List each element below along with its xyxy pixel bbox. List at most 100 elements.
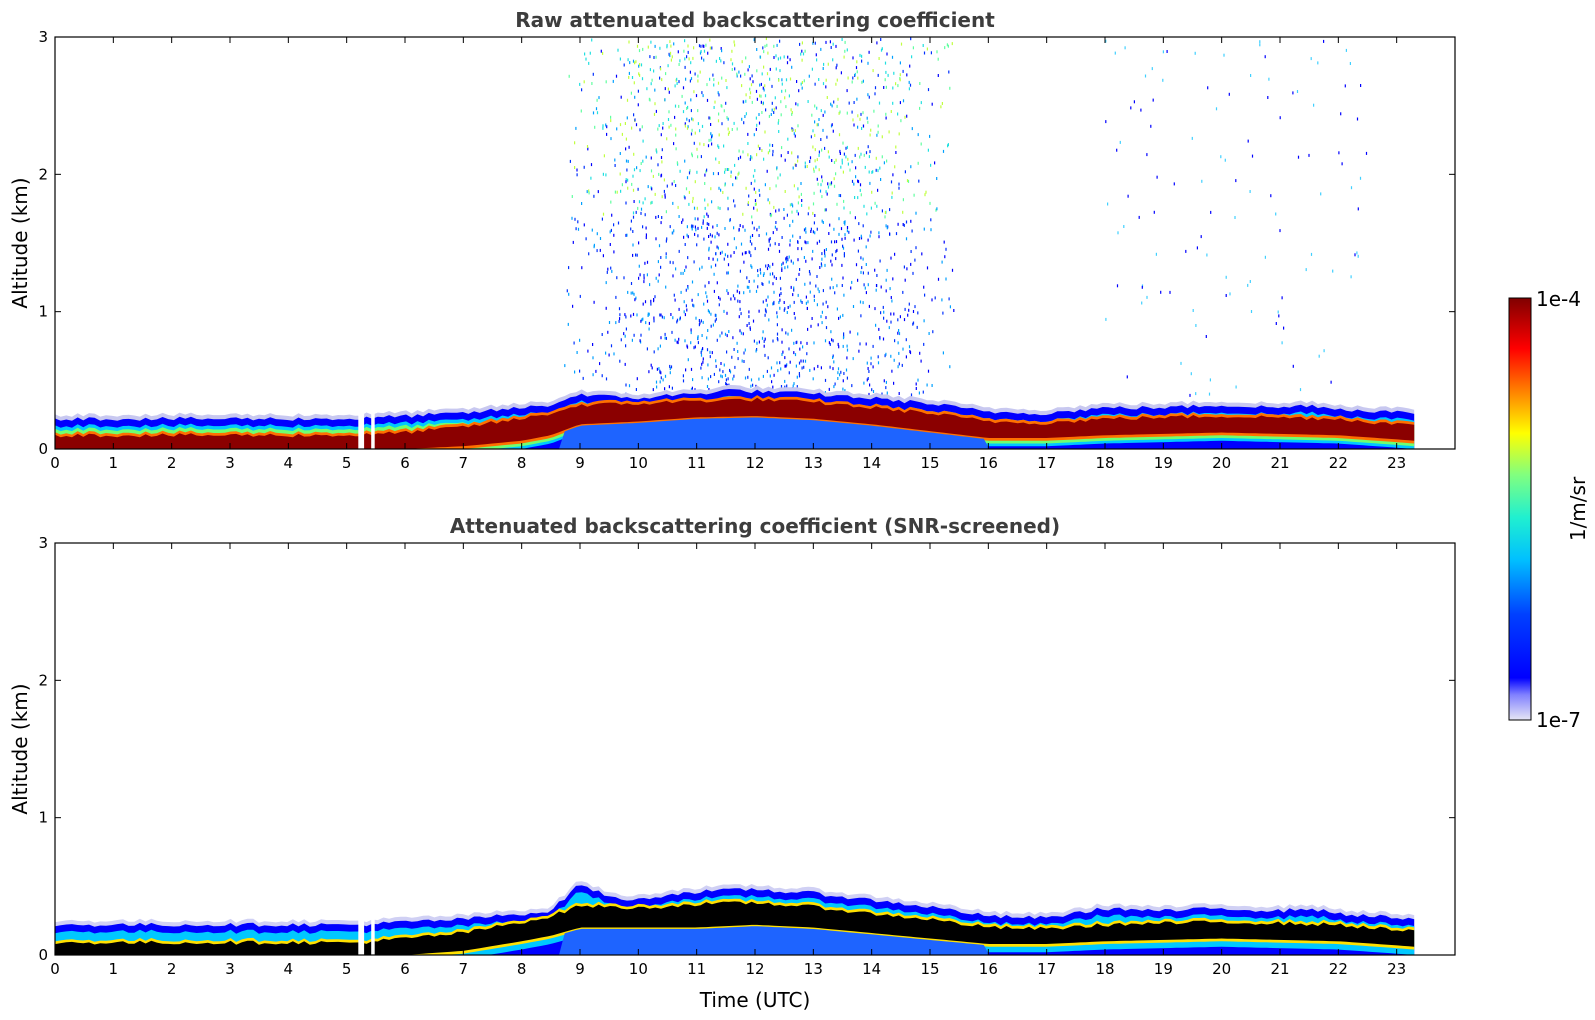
panel-raw-noise-point — [638, 72, 640, 76]
panel-raw-noise-point — [787, 258, 789, 262]
panel-raw-noise-point — [839, 152, 841, 155]
panel-snr-x-tick-label: 12 — [745, 960, 764, 978]
panel-raw-noise-point — [660, 133, 662, 137]
panel-raw-noise-point — [813, 169, 815, 173]
panel-raw-noise-point — [719, 297, 721, 301]
panel-raw-noise-point — [897, 84, 899, 88]
panel-raw-noise-point — [763, 344, 765, 348]
panel-raw-noise-point — [678, 63, 680, 66]
panel-raw-noise-point — [880, 311, 882, 315]
panel-raw-noise-point — [653, 299, 655, 303]
panel-raw-noise-point — [605, 281, 607, 285]
panel-raw-noise-point — [669, 40, 671, 44]
panel-raw-noise-point — [608, 353, 610, 357]
panel-raw-noise-point — [1151, 67, 1153, 71]
panel-raw-noise-point — [592, 373, 594, 377]
panel-raw-noise-point — [799, 268, 801, 271]
panel-raw-noise-point — [650, 156, 652, 160]
panel-raw-noise-point — [605, 123, 607, 127]
panel-raw-noise-point — [697, 336, 699, 340]
panel-raw-noise-point — [731, 49, 733, 53]
panel-raw-noise-point — [754, 247, 756, 251]
panel-raw-noise-point — [898, 182, 900, 186]
panel-raw-noise-point — [636, 44, 639, 48]
panel-raw-noise-point — [602, 172, 604, 176]
panel-raw-noise-point — [891, 369, 893, 373]
panel-raw-noise-point — [847, 157, 849, 161]
panel-raw-noise-point — [693, 46, 695, 50]
panel-raw-noise-point — [616, 276, 618, 280]
panel-raw-noise-point — [704, 173, 706, 177]
panel-raw-noise-point — [780, 385, 783, 388]
panel-raw-noise-point — [1194, 51, 1196, 55]
panel-raw-noise-point — [838, 111, 840, 115]
panel-raw-noise-point — [773, 205, 775, 209]
panel-raw-noise-point — [700, 353, 703, 357]
panel-raw-noise-point — [863, 153, 865, 157]
panel-raw-noise-point — [869, 383, 871, 387]
panel-raw-noise-point — [630, 227, 632, 231]
panel-raw-noise-point — [660, 265, 662, 269]
panel-raw-noise-point — [605, 173, 607, 177]
panel-raw-noise-point — [764, 183, 766, 187]
panel-raw-noise-point — [584, 52, 586, 56]
panel-raw-noise-point — [672, 274, 674, 278]
panel-raw-noise-point — [879, 259, 881, 263]
panel-raw-y-label: Altitude (km) — [8, 177, 32, 308]
panel-raw-noise-point — [705, 170, 707, 174]
panel-raw-noise-point — [673, 229, 675, 233]
panel-raw-noise-point — [689, 70, 691, 74]
panel-raw-noise-point — [664, 193, 666, 197]
panel-raw-noise-point — [641, 77, 644, 81]
panel-raw-noise-point — [726, 116, 728, 120]
panel-raw-noise-point — [723, 309, 725, 313]
panel-raw-noise-point — [830, 240, 833, 244]
panel-raw-noise-point — [1281, 341, 1283, 345]
panel-raw-noise-point — [711, 200, 713, 204]
panel-raw-noise-point — [740, 242, 743, 246]
panel-raw-noise-point — [790, 285, 792, 289]
panel-snr-x-tick-label: 5 — [342, 960, 352, 978]
panel-raw-noise-point — [857, 332, 859, 336]
panel-raw-noise-point — [799, 347, 801, 351]
panel-raw-noise-point — [865, 245, 867, 249]
panel-raw-noise-point — [945, 277, 947, 281]
panel-raw-noise-point — [693, 90, 695, 94]
panel-raw-noise-point — [652, 174, 654, 178]
panel-raw-noise-point — [658, 172, 660, 176]
panel-raw-noise-point — [665, 210, 667, 214]
panel-raw-noise-point — [753, 339, 755, 343]
panel-raw-noise-point — [745, 99, 747, 103]
panel-raw-noise-point — [638, 241, 640, 245]
panel-raw-noise-point — [944, 46, 946, 50]
panel-raw-noise-point — [836, 307, 838, 311]
panel-raw-noise-point — [630, 219, 632, 223]
panel-raw-noise-point — [862, 224, 864, 228]
panel-raw-noise-point — [861, 80, 863, 84]
panel-raw-noise-point — [708, 248, 710, 252]
panel-raw-noise-point — [846, 145, 848, 149]
panel-raw-noise-point — [685, 304, 687, 308]
panel-raw-noise-point — [661, 160, 663, 164]
panel-raw-noise-point — [701, 376, 703, 380]
panel-raw-noise-point — [890, 110, 892, 113]
panel-raw-noise-point — [841, 237, 843, 241]
panel-raw-noise-point — [921, 252, 923, 256]
panel-raw-noise-point — [1206, 253, 1208, 257]
panel-raw-noise-point — [631, 338, 633, 342]
panel-raw-noise-point — [821, 321, 823, 325]
panel-raw-noise-point — [756, 228, 758, 232]
panel-raw-noise-point — [739, 155, 742, 159]
panel-raw-noise-point — [637, 89, 639, 93]
panel-raw-noise-point — [747, 375, 749, 379]
panel-raw-noise-point — [599, 248, 601, 252]
panel-raw-noise-point — [629, 61, 631, 65]
panel-raw-noise-point — [818, 118, 820, 121]
panel-raw-noise-point — [726, 334, 728, 338]
panel-raw-noise-point — [762, 300, 764, 304]
panel-raw-noise-point — [593, 300, 595, 304]
panel-raw-noise-point — [1354, 253, 1356, 257]
panel-raw-noise-point — [625, 178, 627, 182]
panel-raw-noise-point — [764, 313, 766, 317]
